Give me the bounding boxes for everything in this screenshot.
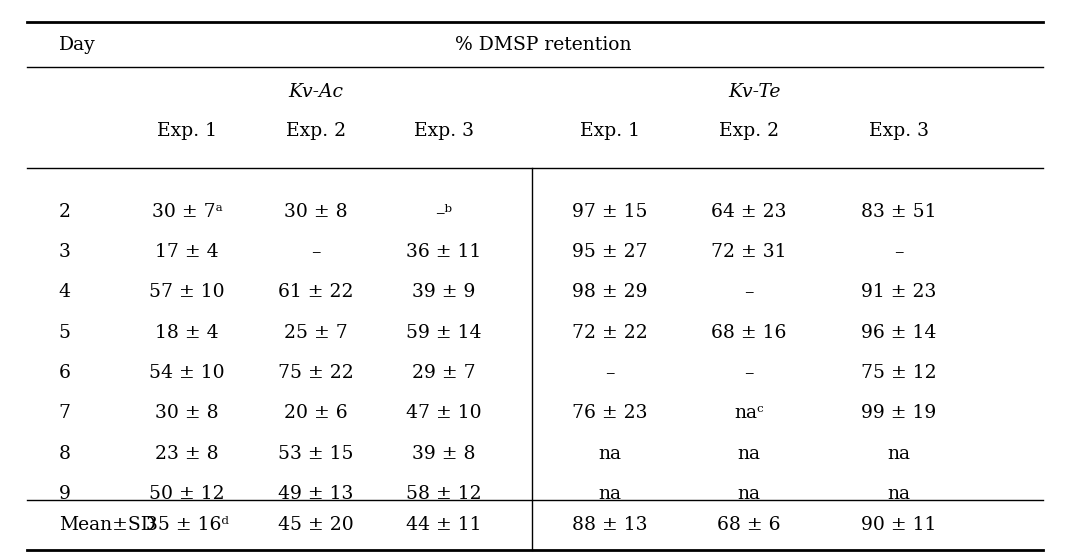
Text: 39 ± 8: 39 ± 8 <box>412 445 476 463</box>
Text: –: – <box>745 364 753 382</box>
Text: 50 ± 12: 50 ± 12 <box>150 485 225 503</box>
Text: na: na <box>737 445 761 463</box>
Text: 57 ± 10: 57 ± 10 <box>150 283 225 301</box>
Text: 35 ± 16ᵈ: 35 ± 16ᵈ <box>146 516 229 534</box>
Text: 39 ± 9: 39 ± 9 <box>412 283 476 301</box>
Text: 6: 6 <box>59 364 71 382</box>
Text: Exp. 1: Exp. 1 <box>580 122 640 140</box>
Text: 54 ± 10: 54 ± 10 <box>150 364 225 382</box>
Text: 23 ± 8: 23 ± 8 <box>155 445 219 463</box>
Text: 8: 8 <box>59 445 71 463</box>
Text: –: – <box>311 243 320 261</box>
Text: 20 ± 6: 20 ± 6 <box>284 404 348 422</box>
Text: 53 ± 15: 53 ± 15 <box>278 445 353 463</box>
Text: 96 ± 14: 96 ± 14 <box>861 324 936 342</box>
Text: 30 ± 8: 30 ± 8 <box>284 203 348 221</box>
Text: –: – <box>895 243 903 261</box>
Text: Exp. 2: Exp. 2 <box>286 122 346 140</box>
Text: 47 ± 10: 47 ± 10 <box>407 404 482 422</box>
Text: Kv-Te: Kv-Te <box>728 83 781 101</box>
Text: 68 ± 6: 68 ± 6 <box>717 516 781 534</box>
Text: Mean±SD: Mean±SD <box>59 516 156 534</box>
Text: naᶜ: naᶜ <box>734 404 764 422</box>
Text: 30 ± 8: 30 ± 8 <box>155 404 219 422</box>
Text: 72 ± 31: 72 ± 31 <box>712 243 786 261</box>
Text: 2: 2 <box>59 203 71 221</box>
Text: 59 ± 14: 59 ± 14 <box>407 324 482 342</box>
Text: 17 ± 4: 17 ± 4 <box>155 243 219 261</box>
Text: 64 ± 23: 64 ± 23 <box>712 203 786 221</box>
Text: na: na <box>737 485 761 503</box>
Text: 91 ± 23: 91 ± 23 <box>861 283 936 301</box>
Text: 98 ± 29: 98 ± 29 <box>572 283 647 301</box>
Text: 97 ± 15: 97 ± 15 <box>572 203 647 221</box>
Text: na: na <box>598 485 622 503</box>
Text: 36 ± 11: 36 ± 11 <box>407 243 482 261</box>
Text: 45 ± 20: 45 ± 20 <box>278 516 353 534</box>
Text: 90 ± 11: 90 ± 11 <box>861 516 936 534</box>
Text: 25 ± 7: 25 ± 7 <box>284 324 348 342</box>
Text: Exp. 1: Exp. 1 <box>157 122 217 140</box>
Text: 68 ± 16: 68 ± 16 <box>712 324 786 342</box>
Text: % DMSP retention: % DMSP retention <box>455 36 631 54</box>
Text: 44 ± 11: 44 ± 11 <box>407 516 482 534</box>
Text: 99 ± 19: 99 ± 19 <box>861 404 936 422</box>
Text: 4: 4 <box>59 283 71 301</box>
Text: 9: 9 <box>59 485 71 503</box>
Text: 72 ± 22: 72 ± 22 <box>572 324 647 342</box>
Text: Exp. 2: Exp. 2 <box>719 122 779 140</box>
Text: 30 ± 7ᵃ: 30 ± 7ᵃ <box>152 203 223 221</box>
Text: –: – <box>606 364 614 382</box>
Text: 83 ± 51: 83 ± 51 <box>861 203 936 221</box>
Text: 18 ± 4: 18 ± 4 <box>155 324 219 342</box>
Text: 7: 7 <box>59 404 71 422</box>
Text: 3: 3 <box>59 243 71 261</box>
Text: Day: Day <box>59 36 95 54</box>
Text: Exp. 3: Exp. 3 <box>869 122 929 140</box>
Text: –: – <box>745 283 753 301</box>
Text: 49 ± 13: 49 ± 13 <box>278 485 353 503</box>
Text: 76 ± 23: 76 ± 23 <box>572 404 647 422</box>
Text: 75 ± 22: 75 ± 22 <box>278 364 353 382</box>
Text: 5: 5 <box>59 324 71 342</box>
Text: Kv-Ac: Kv-Ac <box>288 83 343 101</box>
Text: 88 ± 13: 88 ± 13 <box>572 516 647 534</box>
Text: –ᵇ: –ᵇ <box>435 203 453 221</box>
Text: na: na <box>598 445 622 463</box>
Text: 58 ± 12: 58 ± 12 <box>407 485 482 503</box>
Text: 29 ± 7: 29 ± 7 <box>412 364 476 382</box>
Text: Exp. 3: Exp. 3 <box>414 122 474 140</box>
Text: 95 ± 27: 95 ± 27 <box>572 243 647 261</box>
Text: 61 ± 22: 61 ± 22 <box>278 283 353 301</box>
Text: na: na <box>887 485 911 503</box>
Text: 75 ± 12: 75 ± 12 <box>861 364 936 382</box>
Text: na: na <box>887 445 911 463</box>
